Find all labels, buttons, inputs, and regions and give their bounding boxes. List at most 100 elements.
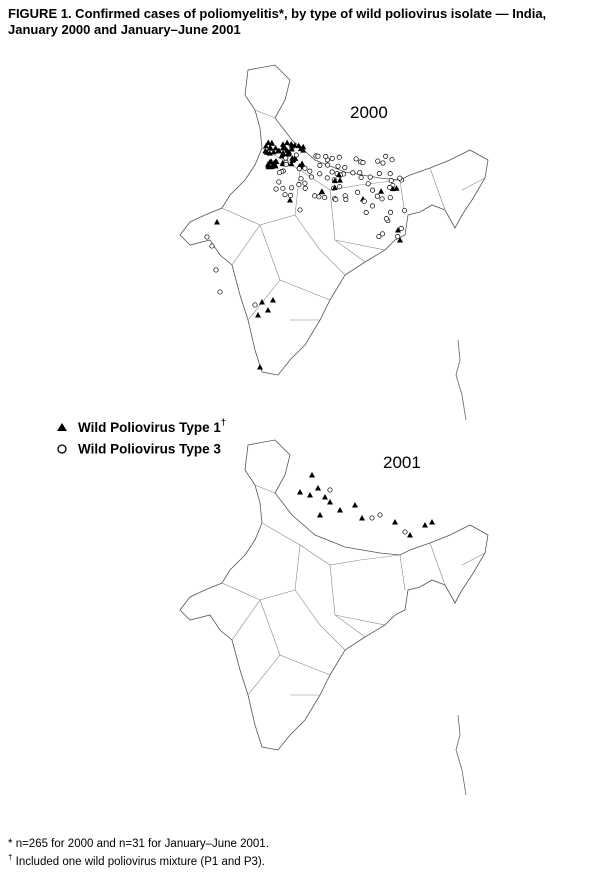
type3-marker bbox=[365, 181, 371, 187]
type3-marker bbox=[209, 243, 215, 249]
type3-marker bbox=[317, 162, 323, 168]
type3-marker bbox=[363, 210, 369, 216]
type1-marker bbox=[378, 188, 385, 194]
type3-marker bbox=[280, 185, 286, 191]
type3-marker bbox=[374, 193, 380, 199]
type3-marker bbox=[376, 170, 382, 177]
type1-marker bbox=[262, 142, 269, 149]
type3-marker bbox=[283, 161, 289, 168]
type3-marker bbox=[388, 178, 394, 184]
type1-marker bbox=[255, 312, 261, 318]
type1-marker bbox=[393, 185, 400, 191]
type1-marker bbox=[288, 146, 295, 152]
type1-marker bbox=[270, 297, 276, 303]
map-label: 2000 bbox=[350, 103, 388, 122]
type3-marker bbox=[401, 207, 407, 214]
type3-marker bbox=[327, 487, 333, 493]
type1-marker bbox=[267, 158, 274, 165]
type3-marker bbox=[324, 175, 330, 181]
type1-marker bbox=[284, 139, 291, 146]
type3-marker bbox=[293, 152, 299, 158]
type3-marker bbox=[383, 153, 389, 159]
map-label: 2001 bbox=[383, 453, 421, 472]
type3-marker bbox=[252, 302, 258, 308]
type3-marker bbox=[377, 512, 383, 518]
type3-marker bbox=[307, 168, 313, 174]
type3-marker bbox=[369, 515, 375, 521]
type3-marker bbox=[370, 187, 376, 193]
type1-marker bbox=[337, 177, 344, 183]
footnote: † Included one wild poliovirus mixture (… bbox=[8, 853, 265, 868]
type3-marker bbox=[204, 234, 210, 240]
title-line: January 2000 and January–June 2001 bbox=[8, 22, 241, 37]
type1-marker bbox=[267, 144, 274, 151]
type1-marker bbox=[290, 156, 297, 162]
type1-marker bbox=[265, 163, 272, 170]
footnote-text: n=265 for 2000 and n=31 for January–June… bbox=[15, 838, 269, 850]
type3-marker bbox=[276, 179, 282, 185]
type3-marker bbox=[380, 160, 386, 166]
type1-marker bbox=[331, 184, 338, 191]
type3-marker bbox=[375, 158, 381, 164]
type3-marker bbox=[316, 194, 322, 200]
type1-marker bbox=[315, 485, 321, 491]
type1-marker bbox=[352, 502, 358, 508]
type1-marker bbox=[397, 237, 403, 243]
type3-marker bbox=[329, 169, 335, 175]
legend-circle bbox=[57, 444, 67, 454]
type3-marker bbox=[329, 155, 335, 161]
type1-marker bbox=[359, 515, 365, 521]
figure-title: FIGURE 1. Confirmed cases of poliomyelit… bbox=[8, 6, 546, 38]
type1-marker bbox=[327, 499, 333, 505]
type1-marker bbox=[274, 147, 281, 154]
type1-marker bbox=[392, 519, 398, 525]
type3-marker bbox=[333, 197, 339, 203]
map-2000 bbox=[179, 64, 489, 421]
type1-marker bbox=[259, 299, 265, 305]
type3-marker bbox=[213, 267, 219, 273]
type3-marker bbox=[288, 185, 295, 191]
type3-marker bbox=[322, 195, 328, 201]
type3-marker bbox=[315, 153, 321, 159]
type3-marker bbox=[302, 165, 308, 171]
type3-marker bbox=[379, 196, 385, 202]
type1-marker bbox=[300, 147, 307, 153]
type3-marker bbox=[402, 529, 408, 535]
type1-marker bbox=[395, 227, 401, 233]
type1-marker bbox=[318, 188, 325, 194]
type3-marker bbox=[350, 170, 356, 176]
type3-marker bbox=[282, 192, 288, 198]
type3-marker bbox=[217, 289, 223, 295]
type3-marker bbox=[387, 209, 394, 215]
type3-marker bbox=[296, 166, 302, 172]
type1-marker bbox=[280, 149, 287, 156]
type3-marker bbox=[383, 216, 389, 222]
type1-marker bbox=[291, 142, 298, 148]
type3-marker bbox=[283, 155, 289, 161]
type1-marker bbox=[335, 171, 342, 178]
type1-marker bbox=[422, 522, 428, 528]
type1-marker bbox=[309, 472, 315, 478]
type3-marker bbox=[358, 174, 364, 180]
type1-marker bbox=[322, 494, 328, 500]
legend-note: † bbox=[221, 417, 226, 427]
type3-marker bbox=[360, 160, 366, 166]
type3-marker bbox=[302, 185, 308, 191]
type1-marker bbox=[265, 307, 271, 313]
type1-marker bbox=[270, 148, 277, 155]
type3-marker bbox=[355, 189, 361, 195]
type3-marker bbox=[317, 171, 323, 177]
type3-marker bbox=[336, 154, 342, 160]
type3-marker bbox=[323, 153, 329, 159]
type3-marker bbox=[277, 169, 283, 176]
type3-marker bbox=[298, 176, 304, 182]
type3-marker bbox=[395, 234, 401, 240]
type1-marker bbox=[331, 177, 338, 184]
type1-marker bbox=[407, 532, 413, 538]
type1-marker bbox=[297, 145, 304, 152]
type1-marker bbox=[429, 519, 435, 525]
type1-marker bbox=[337, 507, 343, 513]
type3-marker bbox=[353, 156, 359, 162]
legend-label: Wild Poliovirus Type 1† bbox=[78, 417, 226, 434]
